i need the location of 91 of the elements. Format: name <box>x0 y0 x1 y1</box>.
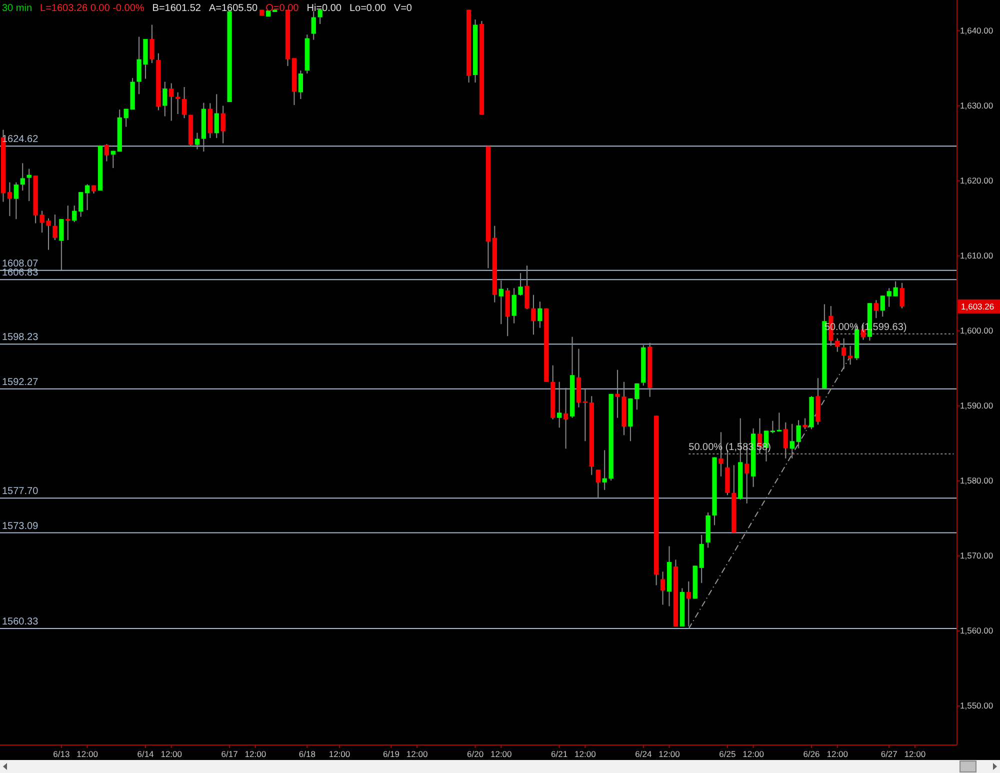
x-tick-label: 6/24 <box>635 749 652 760</box>
candlestick <box>26 168 32 202</box>
ref-line-label: 1592.27 <box>2 376 39 388</box>
x-tick-label: 12:00 <box>742 749 764 760</box>
candlestick <box>104 144 110 162</box>
x-tick-label: 12:00 <box>490 749 512 760</box>
candlestick <box>524 265 530 310</box>
x-tick-label: 12:00 <box>826 749 848 760</box>
candlestick <box>512 288 516 324</box>
candlestick <box>78 192 84 218</box>
candlestick <box>563 387 568 450</box>
candlestick <box>52 214 58 241</box>
annotation: A=1605.50 <box>208 3 258 14</box>
y-tick-label: 1,590.00 <box>960 400 994 411</box>
candlestick <box>214 94 219 139</box>
x-tick-label: 12:00 <box>76 749 98 760</box>
candlestick <box>66 205 70 241</box>
y-tick-label: 1,580.00 <box>960 476 994 486</box>
candlestick <box>900 282 904 309</box>
x-tick-label: 12:00 <box>658 749 680 760</box>
y-tick-label: 1,560.00 <box>960 626 994 636</box>
annotation: Hi=0.00 <box>306 3 342 14</box>
x-tick-label: 12:00 <box>160 749 182 760</box>
candlestick <box>182 86 187 119</box>
candlestick <box>835 338 840 352</box>
y-tick-label: 1,550.00 <box>960 700 994 711</box>
x-tick-label: 6/25 <box>719 749 736 760</box>
candlestick <box>20 162 25 192</box>
x-tick-label: 6/13 <box>53 749 70 760</box>
candlestick <box>518 272 523 296</box>
text: 1,603.26 <box>961 301 994 312</box>
chart-subtitle: L=1603.26 0.00 -0.00% <box>40 3 144 14</box>
x-tick-label: 6/19 <box>382 749 400 760</box>
ref-line-label: 1606.83 <box>2 268 39 279</box>
candlestick <box>848 345 853 366</box>
y-tick-label: 1,600.00 <box>960 326 994 336</box>
candlestick <box>582 388 588 442</box>
candlestick <box>150 24 154 64</box>
x-tick-label: 12:00 <box>406 749 428 760</box>
y-tick-label: 1,630.00 <box>960 100 994 111</box>
x-tick-label: 12:00 <box>574 749 596 760</box>
x-tick-label: 6/17 <box>221 749 238 760</box>
y-tick-label: 1,610.00 <box>960 250 994 261</box>
ref-line-label: 1598.23 <box>2 332 39 344</box>
candlestick <box>169 82 174 122</box>
candlestick <box>557 381 562 428</box>
x-tick-label: 12:00 <box>244 749 266 760</box>
candlestick <box>72 205 77 223</box>
candlestick <box>842 338 846 370</box>
candlestick <box>110 150 116 169</box>
x-tick-label: 6/20 <box>466 749 484 760</box>
candlestick <box>531 294 536 336</box>
annotation: O=0.00 <box>266 3 300 14</box>
candlestick <box>220 105 226 144</box>
annotation: Lo=0.00 <box>349 3 386 14</box>
candlestick <box>686 580 691 627</box>
annotation: V=0 <box>394 3 412 14</box>
candlestick <box>84 184 90 211</box>
candlestick <box>538 301 542 328</box>
candlestick <box>874 300 878 319</box>
candlestick <box>498 280 504 325</box>
candlestick <box>7 182 12 217</box>
y-tick-label: 1,570.00 <box>960 550 994 561</box>
candlestick <box>880 295 885 318</box>
ref-line-label: 1608.07 <box>2 258 39 270</box>
x-tick-label: 6/27 <box>880 749 898 760</box>
candlestick <box>596 469 600 498</box>
candlestick <box>776 412 782 432</box>
candlestick <box>602 450 607 490</box>
candlestick <box>660 571 666 606</box>
y-tick-label: 1,640.00 <box>960 25 994 36</box>
y-tick-label: 1,620.00 <box>960 176 994 186</box>
annotation: B=1601.52 <box>152 3 202 14</box>
candlestick <box>770 420 776 434</box>
candlestick <box>162 81 168 117</box>
ref-line-label: 1577.70 <box>2 486 39 498</box>
candlestick <box>311 10 316 40</box>
x-tick-label: 6/14 <box>137 749 154 760</box>
x-tick-label: 6/18 <box>298 749 316 760</box>
candlestick <box>194 132 200 150</box>
x-tick-label: 6/21 <box>551 749 568 760</box>
candlestick <box>298 70 304 100</box>
candlestick <box>59 218 64 271</box>
candlestick <box>14 182 18 220</box>
chart-title: 30 min <box>2 3 32 14</box>
ref-line-label: 1560.33 <box>2 616 39 628</box>
x-tick-label: 12:00 <box>328 749 350 760</box>
x-tick-label: 6/26 <box>803 749 820 760</box>
candlestick <box>802 418 808 430</box>
ref-line-label: 1573.09 <box>2 520 39 532</box>
x-tick-label: 12:00 <box>904 749 926 760</box>
